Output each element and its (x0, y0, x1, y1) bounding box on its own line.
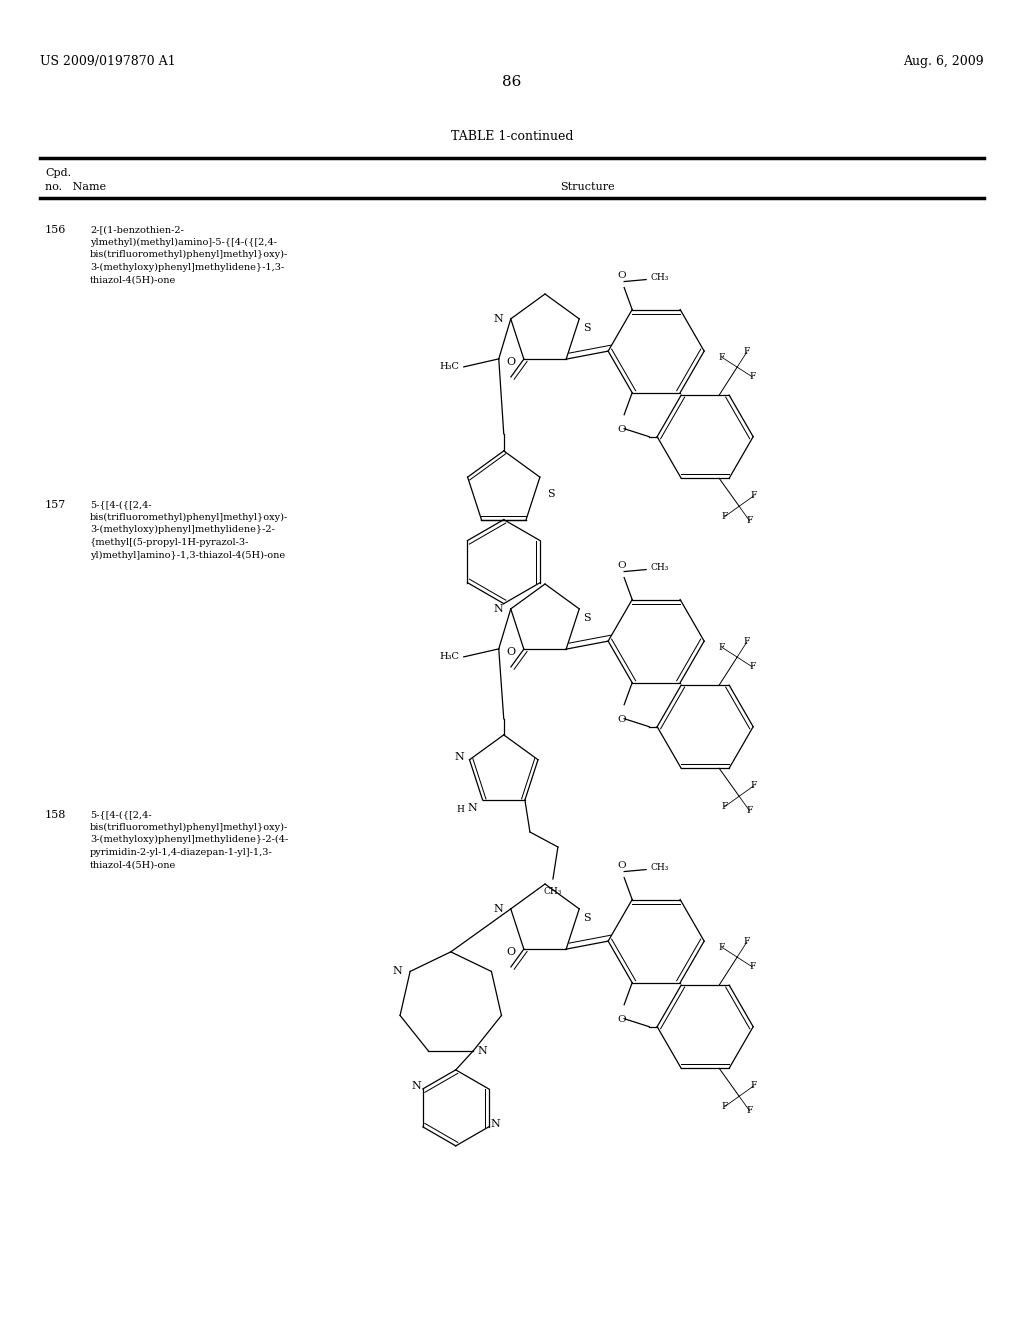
Text: F: F (750, 372, 756, 381)
Text: O: O (617, 714, 627, 723)
Text: CH₃: CH₃ (650, 273, 669, 282)
Text: N: N (411, 1081, 421, 1090)
Text: TABLE 1-continued: TABLE 1-continued (451, 129, 573, 143)
Text: F: F (743, 937, 751, 946)
Text: H₃C: H₃C (440, 652, 460, 661)
Text: F: F (721, 803, 728, 812)
Text: CH₃: CH₃ (544, 887, 562, 896)
Text: F: F (721, 512, 728, 521)
Text: N: N (468, 803, 477, 813)
Text: O: O (617, 1015, 627, 1024)
Text: H₃C: H₃C (440, 363, 460, 371)
Text: 157: 157 (45, 500, 67, 510)
Text: F: F (746, 1106, 753, 1115)
Text: F: F (719, 643, 725, 652)
Text: N: N (493, 904, 503, 913)
Text: N: N (455, 752, 465, 762)
Text: O: O (617, 425, 627, 434)
Text: O: O (617, 561, 627, 569)
Text: 86: 86 (503, 75, 521, 88)
Text: O: O (506, 356, 515, 367)
Text: F: F (750, 663, 756, 672)
Text: S: S (584, 913, 591, 923)
Text: H: H (457, 805, 465, 814)
Text: N: N (392, 966, 402, 977)
Text: O: O (506, 647, 515, 657)
Text: F: F (746, 516, 753, 525)
Text: N: N (493, 603, 503, 614)
Text: Aug. 6, 2009: Aug. 6, 2009 (903, 55, 984, 69)
Text: S: S (584, 612, 591, 623)
Text: O: O (617, 271, 627, 280)
Text: CH₃: CH₃ (650, 564, 669, 572)
Text: N: N (493, 314, 503, 323)
Text: F: F (746, 807, 753, 816)
Text: F: F (751, 491, 757, 500)
Text: F: F (719, 942, 725, 952)
Text: 156: 156 (45, 224, 67, 235)
Text: CH₃: CH₃ (650, 863, 669, 873)
Text: N: N (477, 1045, 487, 1056)
Text: Cpd.: Cpd. (45, 168, 71, 178)
Text: US 2009/0197870 A1: US 2009/0197870 A1 (40, 55, 176, 69)
Text: Structure: Structure (560, 182, 614, 191)
Text: N: N (490, 1119, 501, 1129)
Text: F: F (743, 638, 751, 647)
Text: F: F (743, 347, 751, 356)
Text: F: F (750, 962, 756, 972)
Text: 2-[(1-benzothien-2-
ylmethyl)(methyl)amino]-5-{[4-({[2,4-
bis(trifluoromethyl)ph: 2-[(1-benzothien-2- ylmethyl)(methyl)ami… (90, 224, 288, 285)
Text: S: S (547, 488, 554, 499)
Text: 158: 158 (45, 810, 67, 820)
Text: F: F (751, 781, 757, 791)
Text: F: F (721, 1102, 728, 1111)
Text: F: F (751, 1081, 757, 1090)
Text: O: O (506, 946, 515, 957)
Text: O: O (617, 861, 627, 870)
Text: no.   Name: no. Name (45, 182, 106, 191)
Text: 5-{[4-({[2,4-
bis(trifluoromethyl)phenyl]methyl}oxy)-
3-(methyloxy)phenyl]methyl: 5-{[4-({[2,4- bis(trifluoromethyl)phenyl… (90, 500, 288, 560)
Text: 5-{[4-({[2,4-
bis(trifluoromethyl)phenyl]methyl}oxy)-
3-(methyloxy)phenyl]methyl: 5-{[4-({[2,4- bis(trifluoromethyl)phenyl… (90, 810, 288, 870)
Text: F: F (719, 352, 725, 362)
Text: S: S (584, 323, 591, 333)
